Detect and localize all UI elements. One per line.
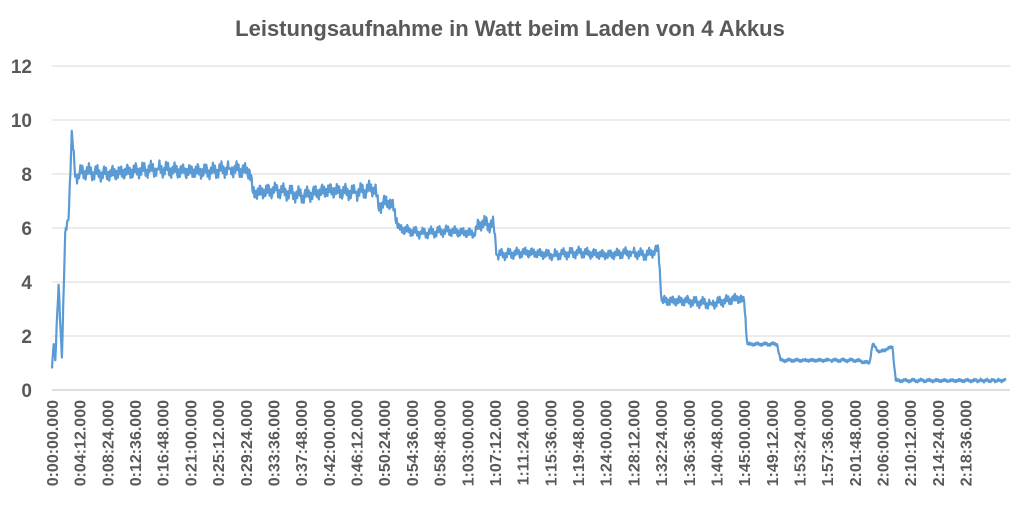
x-tick-label: 0:25:12.000 (211, 400, 228, 486)
x-tick-label: 2:10:12.000 (903, 400, 920, 486)
x-tick-label: 0:21:00.000 (183, 400, 200, 486)
x-tick-label: 0:29:24.000 (239, 400, 256, 486)
series-line-0 (50, 129, 1007, 384)
x-tick-label: 0:33:36.000 (266, 400, 283, 486)
x-tick-label: 2:18:36.000 (959, 400, 976, 486)
x-tick-label: 0:58:48.000 (433, 400, 450, 486)
x-tick-label: 0:50:24.000 (377, 400, 394, 486)
y-tick-label: 8 (21, 165, 32, 186)
x-tick-label: 0:42:00.000 (322, 400, 339, 486)
gridlines (52, 65, 1010, 391)
y-tick-label: 10 (11, 111, 32, 132)
x-tick-label: 0:08:24.000 (100, 400, 117, 486)
x-tick-label: 1:15:36.000 (543, 400, 560, 486)
x-tick-label: 1:36:36.000 (682, 400, 699, 486)
y-tick-label: 2 (21, 327, 32, 348)
x-tick-label: 0:54:36.000 (405, 400, 422, 486)
x-tick-label: 1:57:36.000 (820, 400, 837, 486)
x-tick-label: 2:14:24.000 (931, 400, 948, 486)
x-tick-label: 1:11:24.000 (516, 400, 533, 486)
y-axis-tick-labels: 0 2 4 6 8 10 12 (11, 57, 33, 402)
x-tick-label: 1:49:12.000 (765, 400, 782, 486)
y-tick-label: 12 (11, 57, 32, 78)
chart-title: Leistungsaufnahme in Watt beim Laden von… (235, 16, 785, 41)
x-tick-label: 0:16:48.000 (156, 400, 173, 486)
x-tick-label: 1:53:24.000 (793, 400, 810, 486)
x-tick-label: 1:40:48.000 (709, 400, 726, 486)
x-tick-label: 1:03:00.000 (460, 400, 477, 486)
x-tick-label: 0:46:12.000 (350, 400, 367, 486)
x-tick-label: 0:37:48.000 (294, 400, 311, 486)
y-tick-label: 6 (21, 219, 32, 240)
x-tick-label: 1:28:12.000 (626, 400, 643, 486)
x-tick-label: 0:12:36.000 (128, 400, 145, 486)
y-tick-label: 4 (21, 273, 32, 294)
x-tick-label: 0:04:12.000 (73, 400, 90, 486)
x-tick-label: 2:01:48.000 (848, 400, 865, 486)
series-layer (50, 129, 1007, 384)
x-tick-label: 1:19:48.000 (571, 400, 588, 486)
x-axis-tick-labels: 0:00:00.000 0:04:12.000 0:08:24.000 0:12:36… (45, 400, 976, 486)
y-tick-label: 0 (21, 381, 32, 402)
x-tick-label: 1:07:12.000 (488, 400, 505, 486)
x-tick-label: 1:24:00.000 (599, 400, 616, 486)
x-tick-label: 1:32:24.000 (654, 400, 671, 486)
x-tick-label: 2:06:00.000 (876, 400, 893, 486)
x-tick-label: 1:45:00.000 (737, 400, 754, 486)
x-tick-label: 0:00:00.000 (45, 400, 62, 486)
